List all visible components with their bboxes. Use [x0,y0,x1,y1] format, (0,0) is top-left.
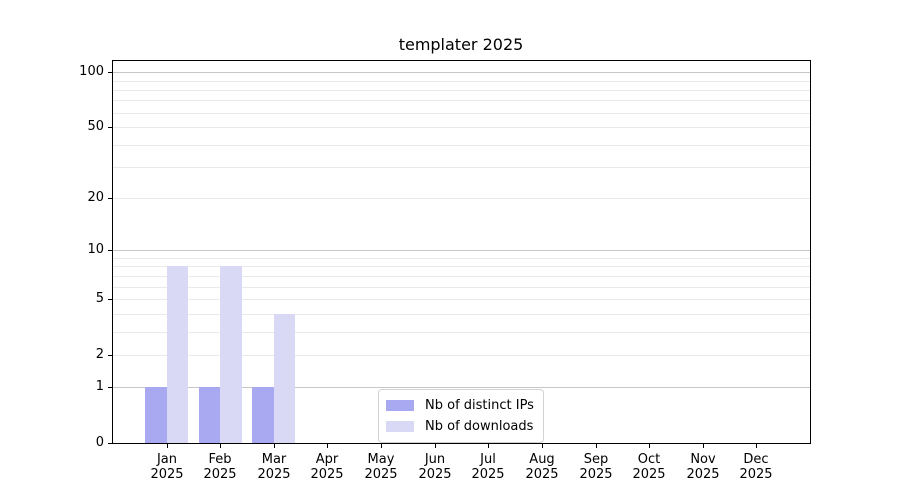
x-tick-year: 2025 [150,467,184,482]
gridline-minor [113,299,810,300]
y-tick-label: 100 [79,64,104,79]
gridline-minor [113,198,810,199]
legend-swatch-distinct-ips [386,400,414,411]
x-tick-year: 2025 [310,467,344,482]
gridline-minor [113,355,810,356]
x-tick [542,444,543,448]
bar-downloads [220,266,242,443]
bar-distinct-ips [198,387,221,443]
x-tick-month: Mar [261,452,287,467]
x-tick-month: Feb [208,452,232,467]
plot-area: Nb of distinct IPs Nb of downloads [112,60,811,444]
bar-downloads [273,313,296,443]
x-tick [220,444,221,448]
y-tick [108,250,112,251]
gridline-minor [113,287,810,288]
x-tick-label: Nov 2025 [673,452,733,482]
x-tick-month: Aug [529,452,555,467]
legend-item-distinct-ips: Nb of distinct IPs [386,395,534,416]
x-tick-year: 2025 [471,467,505,482]
legend-item-downloads: Nb of downloads [386,416,534,437]
y-tick [108,127,112,128]
x-tick-year: 2025 [203,467,237,482]
x-tick-month: Sep [583,452,609,467]
y-tick [108,387,112,388]
y-tick [108,443,112,444]
x-tick-month: May [367,452,395,467]
gridline-minor [113,100,810,101]
legend-label-distinct-ips: Nb of distinct IPs [425,398,534,413]
gridline-major [113,250,810,251]
y-tick-label: 1 [95,379,104,394]
gridline-minor [113,266,810,267]
x-tick-label: Sep 2025 [566,452,626,482]
x-tick-month: Jul [480,452,496,467]
gridline-minor [113,314,810,315]
bar-downloads [166,266,188,443]
y-tick [108,198,112,199]
gridline-major [113,387,810,388]
gridline-minor [113,167,810,168]
x-tick [327,444,328,448]
y-tick [108,355,112,356]
gridline-major [113,72,810,73]
x-tick [649,444,650,448]
legend-swatch-downloads [386,421,414,432]
gridline-minor [113,276,810,277]
y-tick-label: 0 [95,435,104,450]
x-tick-year: 2025 [364,467,398,482]
x-tick-label: Feb 2025 [190,452,250,482]
x-tick-year: 2025 [525,467,559,482]
bar-distinct-ips [145,387,167,443]
x-tick-month: Nov [690,452,716,467]
gridline-minor [113,90,810,91]
x-tick [435,444,436,448]
gridline-minor [113,81,810,82]
y-tick-label: 50 [87,119,104,134]
x-tick-year: 2025 [257,467,291,482]
chart-title: templater 2025 [398,35,524,54]
legend: Nb of distinct IPs Nb of downloads [378,389,544,443]
bar-distinct-ips [252,387,274,443]
x-tick-month: Jan [156,452,178,467]
gridline-minor [113,258,810,259]
x-tick-label: Jan 2025 [137,452,197,482]
x-tick-label: May 2025 [351,452,411,482]
y-tick [108,299,112,300]
x-tick [381,444,382,448]
y-tick-label: 5 [95,291,104,306]
x-tick-year: 2025 [632,467,666,482]
x-tick [756,444,757,448]
y-tick-label: 2 [95,347,104,362]
x-tick-label: Jul 2025 [458,452,518,482]
x-tick [488,444,489,448]
x-tick-year: 2025 [686,467,720,482]
gridline-minor [113,127,810,128]
x-tick-label: Jun 2025 [405,452,465,482]
x-tick-year: 2025 [418,467,452,482]
x-tick-label: Aug 2025 [512,452,572,482]
gridline-minor [113,145,810,146]
y-tick-label: 10 [87,242,104,257]
x-tick-year: 2025 [739,467,773,482]
y-tick [108,72,112,73]
x-tick-year: 2025 [579,467,613,482]
x-tick-label: Apr 2025 [297,452,357,482]
x-tick [167,444,168,448]
x-tick-month: Oct [637,452,661,467]
gridline-minor [113,332,810,333]
x-tick-month: Dec [743,452,769,467]
legend-label-downloads: Nb of downloads [425,419,534,434]
x-tick-label: Dec 2025 [726,452,786,482]
y-tick-label: 20 [87,190,104,205]
x-tick-month: Jun [424,452,446,467]
x-tick [596,444,597,448]
x-tick [703,444,704,448]
gridline-minor [113,113,810,114]
x-tick [274,444,275,448]
x-tick-month: Apr [315,452,339,467]
x-tick-label: Mar 2025 [244,452,304,482]
x-tick-label: Oct 2025 [619,452,679,482]
